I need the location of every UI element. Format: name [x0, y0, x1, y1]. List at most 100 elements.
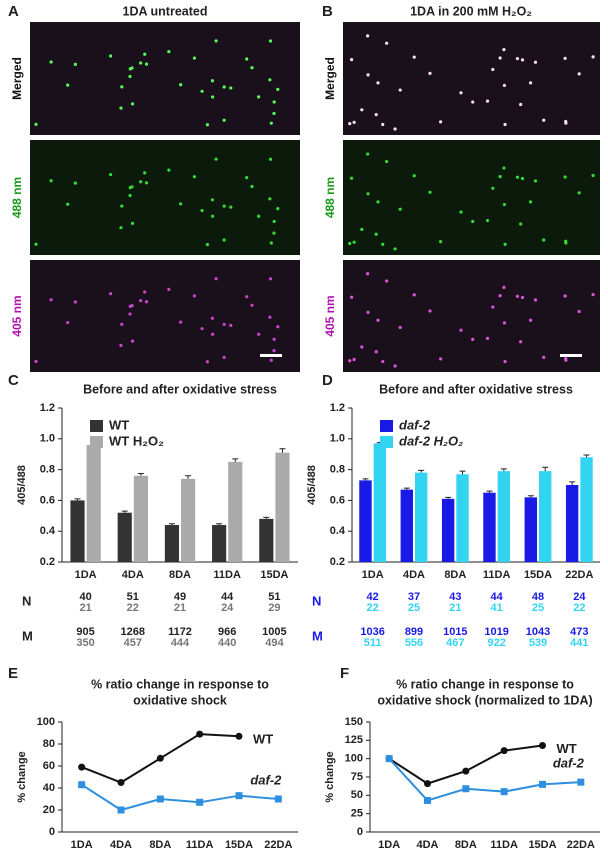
error-bar — [418, 469, 425, 473]
y-tick-label: 125 — [345, 734, 363, 746]
error-bar — [445, 496, 452, 499]
cell-spot — [398, 88, 402, 92]
micrograph — [30, 22, 300, 135]
cell-spot — [49, 298, 53, 302]
cell-spot — [439, 120, 443, 124]
table-value: 22 — [367, 602, 379, 614]
cell-spot — [268, 277, 273, 281]
panel-letter: B — [322, 3, 333, 20]
x-tick-label: 4DA — [122, 569, 144, 581]
y-tick-label: 0.4 — [40, 525, 56, 537]
cell-spot — [222, 355, 226, 359]
cell-spot — [109, 172, 113, 177]
marker — [424, 796, 431, 804]
cell-spot — [491, 305, 495, 309]
cell-spot — [498, 294, 502, 298]
bar — [259, 518, 274, 562]
cell-spot — [520, 58, 525, 62]
cell-spot — [542, 355, 546, 359]
cell-spot — [49, 60, 53, 64]
scale-bar — [560, 354, 582, 357]
table-value: 457 — [124, 637, 142, 649]
cell-spot — [398, 207, 402, 211]
table-value: 556 — [405, 637, 423, 649]
cell-spot — [210, 79, 215, 83]
error-bar — [500, 468, 507, 472]
x-tick-label: 4DA — [416, 839, 438, 851]
bar — [86, 444, 101, 562]
cell-spot — [205, 123, 210, 127]
cell-spot — [200, 327, 204, 331]
cell-spot — [272, 219, 276, 224]
marker — [117, 806, 125, 814]
cell-spot — [366, 310, 370, 315]
cell-spot — [502, 166, 506, 170]
panel-letter: D — [322, 372, 333, 389]
table-value: 24 — [221, 602, 234, 614]
error-bar — [542, 466, 549, 472]
cell-spot — [272, 231, 276, 235]
cell-spot — [210, 316, 215, 320]
cell-spot — [192, 56, 197, 60]
table-value: 21 — [449, 602, 461, 614]
cell-spot — [214, 277, 218, 281]
cell-spot — [179, 202, 183, 206]
marker — [235, 792, 243, 800]
bar — [400, 489, 413, 562]
y-axis-label: % change — [16, 751, 28, 802]
cell-spot — [66, 320, 70, 325]
table-value: 21 — [174, 602, 186, 614]
cell-spot — [528, 200, 533, 204]
cell-spot — [439, 240, 443, 244]
cell-spot — [385, 41, 389, 45]
cell-spot — [503, 359, 507, 364]
cell-spot — [250, 66, 254, 70]
cell-spot — [257, 332, 261, 336]
cell-spot — [205, 360, 210, 364]
cell-spot — [412, 55, 416, 59]
cell-spot — [352, 120, 356, 124]
y-tick-label: 0 — [49, 826, 55, 838]
error-bar — [527, 495, 534, 498]
x-tick-label: 4DA — [110, 839, 132, 851]
cell-spot — [210, 198, 215, 202]
bar — [415, 472, 428, 562]
cell-spot — [485, 218, 490, 223]
x-tick-label: 8DA — [455, 839, 477, 851]
table-value: 440 — [218, 637, 236, 649]
legend-swatch — [380, 436, 393, 448]
cell-spot — [250, 184, 254, 189]
cell-spot — [502, 202, 507, 207]
cell-spot — [563, 56, 567, 60]
marker — [424, 780, 431, 788]
table-value: 1005 — [262, 626, 286, 638]
x-tick-label: 15DA — [524, 569, 552, 581]
y-tick-label: 50 — [351, 789, 363, 801]
error-bar — [232, 458, 239, 462]
cell-spot — [73, 62, 77, 66]
cell-spot — [564, 358, 568, 362]
cell-spot — [211, 95, 215, 99]
table-value: 40 — [79, 591, 91, 603]
table-value: 24 — [573, 591, 586, 603]
series-label: daf-2 — [553, 756, 585, 771]
series-label: WT — [557, 741, 577, 756]
cell-spot — [34, 122, 38, 126]
cell-spot — [128, 74, 132, 79]
cell-spot — [459, 210, 463, 214]
cell-spot — [577, 309, 581, 314]
cell-spot — [272, 337, 276, 341]
x-tick-label: 15DA — [528, 839, 556, 851]
cell-spot — [349, 176, 354, 180]
channel-label: 488 nm — [10, 177, 24, 218]
bar — [565, 485, 579, 562]
cell-spot — [428, 190, 432, 194]
cell-spot — [128, 304, 132, 309]
line — [81, 783, 279, 812]
cell-spot — [381, 359, 385, 364]
cell-spot — [515, 294, 520, 298]
cell-spot — [211, 332, 215, 336]
cell-spot — [366, 34, 370, 38]
cell-spot — [139, 61, 143, 65]
